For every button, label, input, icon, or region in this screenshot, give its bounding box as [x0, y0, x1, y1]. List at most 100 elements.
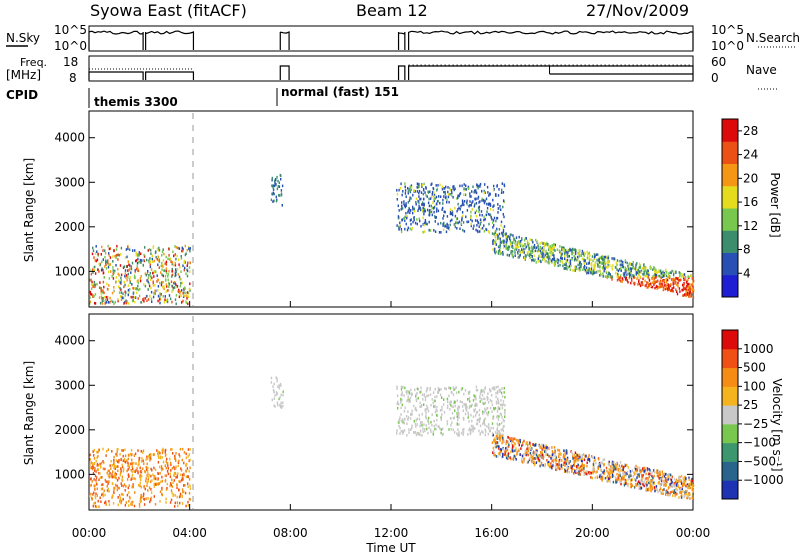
- data-cell: [154, 284, 156, 287]
- data-cell: [565, 259, 567, 262]
- data-cell: [555, 462, 557, 465]
- data-cell: [469, 428, 471, 432]
- data-cell: [567, 467, 569, 470]
- data-cell: [629, 470, 632, 473]
- data-cell: [183, 291, 185, 294]
- data-cell: [167, 464, 169, 467]
- data-cell: [420, 386, 422, 390]
- data-cell: [555, 259, 557, 263]
- data-cell: [175, 302, 177, 306]
- data-cell: [688, 291, 691, 295]
- data-cell: [676, 290, 678, 293]
- data-cell: [166, 482, 169, 486]
- data-cell: [113, 455, 115, 459]
- data-cell: [526, 461, 529, 464]
- data-cell: [544, 464, 546, 468]
- data-cell: [561, 257, 563, 260]
- data-cell: [677, 480, 679, 483]
- data-cell: [527, 453, 529, 457]
- data-cell: [569, 268, 571, 271]
- data-cell: [161, 261, 163, 265]
- data-cell: [169, 484, 171, 488]
- data-cell: [473, 224, 475, 228]
- data-cell: [512, 236, 515, 240]
- data-cell: [670, 478, 673, 482]
- data-cell: [148, 284, 151, 288]
- data-cell: [672, 273, 675, 277]
- data-cell: [410, 428, 412, 431]
- data-cell: [101, 300, 103, 303]
- data-cell: [690, 479, 692, 483]
- data-cell: [678, 287, 681, 290]
- data-cell: [601, 479, 603, 482]
- data-cell: [592, 460, 595, 463]
- data-cell: [126, 469, 128, 473]
- data-cell: [662, 284, 664, 288]
- data-cell: [557, 264, 559, 268]
- data-cell: [171, 290, 173, 293]
- data-cell: [143, 258, 145, 262]
- data-cell: [554, 454, 556, 457]
- data-cell: [500, 448, 502, 451]
- data-cell: [441, 396, 443, 399]
- data-cell: [560, 256, 562, 260]
- data-cell: [489, 193, 491, 196]
- data-cell: [650, 479, 652, 483]
- data-cell: [129, 267, 131, 271]
- data-cell: [432, 432, 434, 436]
- data-cell: [615, 480, 618, 484]
- data-cell: [456, 422, 458, 426]
- data-cell: [419, 391, 421, 394]
- data-cell: [500, 220, 503, 224]
- colorbar-swatch-3: [722, 423, 738, 444]
- data-cell: [502, 455, 504, 458]
- data-cell: [528, 254, 530, 257]
- data-cell: [183, 451, 186, 454]
- data-cell: [100, 290, 102, 294]
- data-cell: [108, 469, 110, 473]
- data-cell: [582, 252, 584, 255]
- data-cell: [545, 252, 547, 255]
- data-cell: [126, 493, 129, 497]
- data-cell: [420, 208, 422, 212]
- data-cell: [502, 226, 504, 230]
- data-cell: [89, 268, 91, 272]
- data-cell: [126, 279, 128, 282]
- data-cell: [130, 453, 133, 457]
- colorbar-swatch-3: [722, 208, 738, 231]
- data-cell: [537, 459, 540, 463]
- data-cell: [113, 461, 115, 464]
- data-cell: [91, 252, 94, 256]
- data-cell: [91, 293, 93, 296]
- data-cell: [554, 457, 557, 461]
- data-cell: [128, 484, 130, 487]
- data-cell: [514, 251, 516, 254]
- freq-unit-label: [MHz]: [6, 68, 41, 82]
- data-cell: [98, 471, 100, 475]
- data-cell: [643, 275, 645, 278]
- data-cell: [624, 271, 626, 275]
- data-cell: [472, 429, 474, 433]
- data-cell: [435, 202, 438, 206]
- data-cell: [100, 292, 102, 295]
- data-cell: [403, 410, 406, 413]
- data-cell: [470, 218, 472, 221]
- data-cell: [120, 458, 122, 462]
- data-cell: [509, 243, 512, 246]
- data-cell: [178, 495, 181, 499]
- data-cell: [178, 459, 180, 463]
- data-cell: [95, 505, 98, 509]
- data-cell: [563, 458, 565, 461]
- data-cell: [105, 263, 107, 266]
- data-cell: [666, 271, 668, 274]
- data-cell: [126, 459, 128, 462]
- data-cell: [278, 181, 280, 185]
- data-cell: [494, 235, 497, 238]
- data-cell: [468, 396, 471, 400]
- data-cell: [602, 261, 605, 265]
- data-cell: [461, 211, 464, 214]
- data-cell: [410, 392, 412, 396]
- data-cell: [676, 283, 678, 287]
- data-cell: [155, 477, 157, 480]
